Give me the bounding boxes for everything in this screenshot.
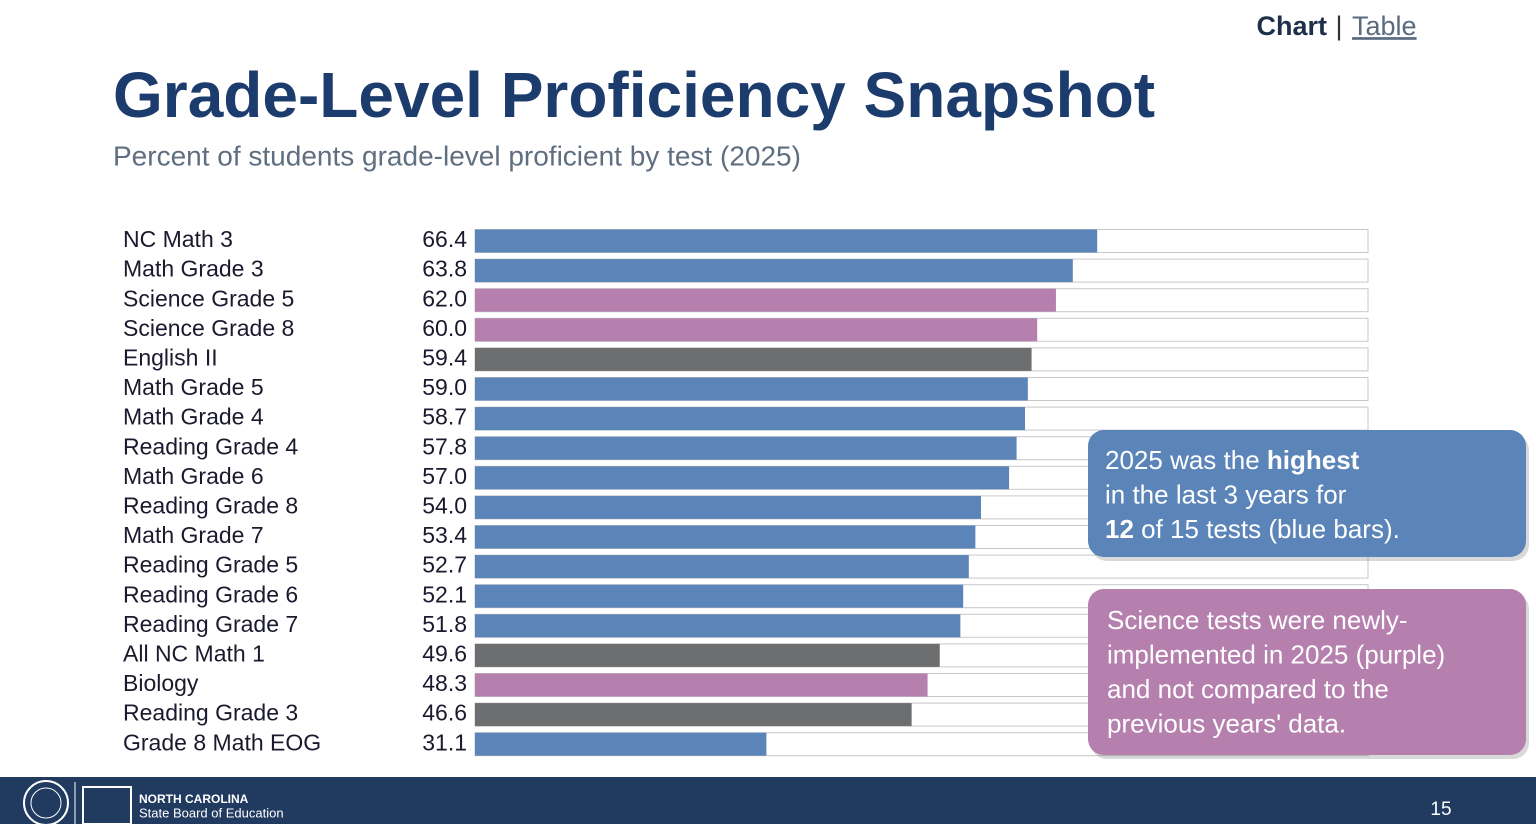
callout-text-part: implemented in 2025 (purple)	[1107, 639, 1445, 669]
value-label: 59.4	[422, 344, 467, 370]
callout-text: 2025 was the highest	[1105, 445, 1360, 475]
chart-tab[interactable]: Chart	[1256, 11, 1327, 41]
callout-text-part: 12	[1105, 514, 1134, 544]
bar	[475, 229, 1098, 253]
annotations: 2025 was the highest in the last 3 years …	[1088, 430, 1529, 759]
callout-text-part: and not compared to the	[1107, 674, 1389, 704]
value-label: 57.0	[422, 463, 467, 489]
seal-logo-inner	[30, 787, 62, 819]
tab-separator: |	[1335, 11, 1342, 41]
value-label: 62.0	[422, 285, 467, 311]
value-label: 53.4	[422, 522, 467, 548]
callout-text-part: of 15 tests (blue bars).	[1134, 514, 1400, 544]
category-label: Reading Grade 7	[123, 611, 298, 637]
callout-text-part: previous years' data.	[1107, 708, 1346, 738]
seal-logo	[23, 780, 69, 824]
callout-text-part: highest	[1267, 445, 1360, 475]
footer-suborg: State Board of Education	[139, 805, 284, 820]
value-label: 51.8	[422, 611, 467, 637]
value-label: 48.3	[422, 670, 467, 696]
category-label: Math Grade 4	[123, 404, 264, 430]
value-label: 54.0	[422, 492, 467, 518]
footer-bar	[0, 777, 1536, 824]
table-tab[interactable]: Table	[1352, 11, 1417, 41]
value-label: 59.0	[422, 374, 467, 400]
value-label: 60.0	[422, 315, 467, 341]
callout-text: in the last 3 years for	[1105, 479, 1347, 509]
callout-box	[1088, 589, 1526, 755]
value-label: 46.6	[422, 700, 467, 726]
category-label: Math Grade 5	[123, 374, 264, 400]
category-label: Grade 8 Math EOG	[123, 729, 321, 755]
category-label: Biology	[123, 670, 199, 696]
callout-text-part: Science tests were newly-	[1107, 605, 1408, 635]
bar	[475, 347, 1032, 371]
bar	[475, 436, 1017, 460]
value-label: 52.1	[422, 581, 467, 607]
category-label: Math Grade 7	[123, 522, 264, 548]
page-number: 15	[1430, 799, 1451, 820]
callout-text-part: in the last 3 years for	[1105, 479, 1347, 509]
category-label: Reading Grade 3	[123, 700, 298, 726]
bar	[475, 703, 912, 727]
category-label: Reading Grade 4	[123, 433, 298, 459]
callout-text-part: 2025 was the	[1105, 445, 1267, 475]
bar	[475, 673, 928, 697]
callout-text: and not compared to the	[1107, 674, 1389, 704]
bar	[475, 614, 961, 638]
category-label: Reading Grade 5	[123, 552, 298, 578]
category-label: Math Grade 3	[123, 256, 264, 282]
dpi-logo	[82, 786, 132, 824]
bar	[475, 643, 940, 667]
category-label: Science Grade 8	[123, 315, 294, 341]
bar	[475, 377, 1028, 401]
value-label: 31.1	[422, 729, 467, 755]
bar	[475, 555, 969, 579]
value-label: 63.8	[422, 256, 467, 282]
category-label: All NC Math 1	[123, 640, 265, 666]
value-label: 52.7	[422, 552, 467, 578]
chart-subtitle: Percent of students grade-level proficie…	[113, 140, 801, 171]
callout-text: 12 of 15 tests (blue bars).	[1105, 514, 1400, 544]
footer-org: NORTH CAROLINA	[139, 792, 249, 806]
bar	[475, 525, 976, 549]
bar	[475, 288, 1056, 312]
bar	[475, 466, 1010, 490]
bar	[475, 495, 981, 519]
category-label: Science Grade 5	[123, 285, 294, 311]
callout-text: previous years' data.	[1107, 708, 1346, 738]
bar	[475, 259, 1073, 283]
callout-text: implemented in 2025 (purple)	[1107, 639, 1445, 669]
category-label: Math Grade 6	[123, 463, 264, 489]
category-label: English II	[123, 344, 218, 370]
bar	[475, 318, 1038, 342]
value-label: 66.4	[422, 226, 467, 252]
value-label: 58.7	[422, 404, 467, 430]
value-label: 49.6	[422, 640, 467, 666]
chart-title: Grade-Level Proficiency Snapshot	[113, 59, 1155, 131]
callout-text: Science tests were newly-	[1107, 605, 1408, 635]
bar	[475, 407, 1026, 431]
category-label: NC Math 3	[123, 226, 233, 252]
category-label: Reading Grade 6	[123, 581, 298, 607]
bar	[475, 732, 767, 756]
callout-box	[1088, 430, 1526, 557]
value-label: 57.8	[422, 433, 467, 459]
bar	[475, 584, 964, 608]
category-label: Reading Grade 8	[123, 492, 298, 518]
